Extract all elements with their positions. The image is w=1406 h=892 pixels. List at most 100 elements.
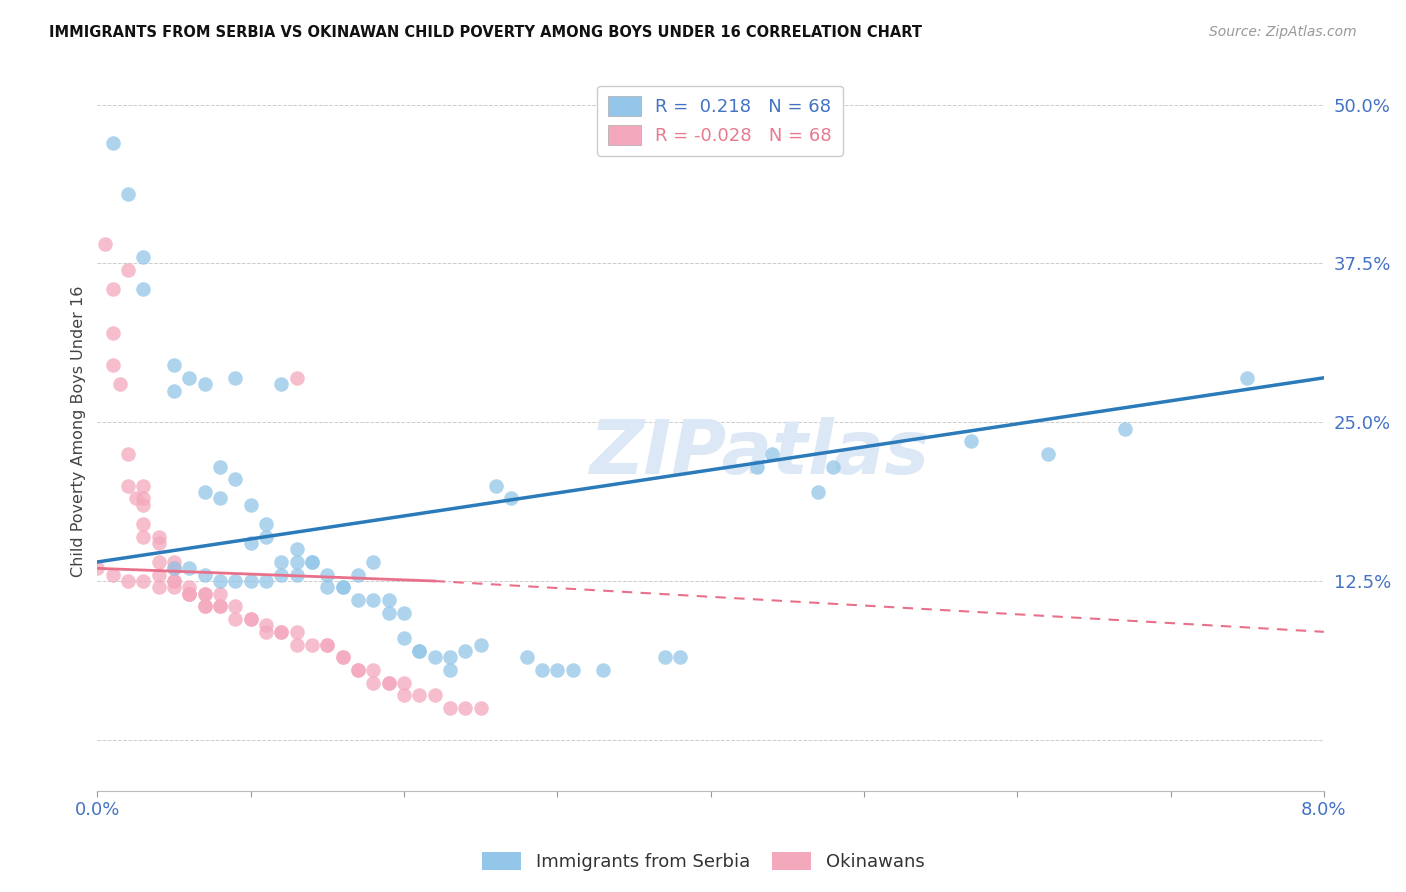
- Point: [224, 472, 246, 486]
- Point: [745, 459, 768, 474]
- Point: [132, 516, 155, 531]
- Point: [194, 587, 217, 601]
- Point: [148, 536, 170, 550]
- Point: [332, 650, 354, 665]
- Point: [194, 599, 217, 614]
- Point: [377, 606, 399, 620]
- Point: [423, 650, 446, 665]
- Point: [423, 689, 446, 703]
- Point: [347, 663, 370, 677]
- Point: [530, 663, 553, 677]
- Point: [179, 587, 201, 601]
- Point: [546, 663, 568, 677]
- Point: [239, 612, 262, 626]
- Point: [132, 498, 155, 512]
- Point: [117, 574, 139, 588]
- Point: [224, 371, 246, 385]
- Point: [501, 491, 523, 506]
- Point: [363, 555, 385, 569]
- Point: [454, 644, 477, 658]
- Point: [301, 555, 323, 569]
- Point: [669, 650, 692, 665]
- Point: [101, 567, 124, 582]
- Point: [125, 491, 148, 506]
- Point: [163, 561, 186, 575]
- Point: [377, 593, 399, 607]
- Point: [363, 675, 385, 690]
- Point: [270, 624, 292, 639]
- Point: [117, 479, 139, 493]
- Point: [163, 581, 186, 595]
- Point: [194, 377, 217, 392]
- Point: [132, 530, 155, 544]
- Point: [392, 606, 415, 620]
- Point: [101, 326, 124, 341]
- Legend: R =  0.218   N = 68, R = -0.028   N = 68: R = 0.218 N = 68, R = -0.028 N = 68: [598, 86, 842, 156]
- Point: [347, 593, 370, 607]
- Point: [224, 612, 246, 626]
- Point: [179, 581, 201, 595]
- Point: [148, 567, 170, 582]
- Point: [239, 498, 262, 512]
- Point: [561, 663, 583, 677]
- Point: [316, 581, 339, 595]
- Point: [285, 555, 308, 569]
- Point: [316, 638, 339, 652]
- Point: [439, 650, 461, 665]
- Point: [163, 555, 186, 569]
- Point: [347, 663, 370, 677]
- Point: [117, 263, 139, 277]
- Point: [301, 638, 323, 652]
- Point: [270, 377, 292, 392]
- Point: [363, 593, 385, 607]
- Point: [408, 644, 430, 658]
- Point: [239, 536, 262, 550]
- Point: [285, 624, 308, 639]
- Point: [101, 358, 124, 372]
- Point: [516, 650, 538, 665]
- Point: [163, 574, 186, 588]
- Point: [485, 479, 508, 493]
- Point: [332, 581, 354, 595]
- Point: [823, 459, 845, 474]
- Point: [654, 650, 676, 665]
- Point: [132, 574, 155, 588]
- Point: [347, 567, 370, 582]
- Point: [470, 701, 492, 715]
- Point: [148, 530, 170, 544]
- Point: [285, 638, 308, 652]
- Point: [208, 587, 231, 601]
- Point: [132, 491, 155, 506]
- Point: [163, 358, 186, 372]
- Point: [179, 587, 201, 601]
- Point: [208, 459, 231, 474]
- Point: [179, 371, 201, 385]
- Point: [377, 675, 399, 690]
- Point: [208, 599, 231, 614]
- Point: [194, 587, 217, 601]
- Point: [316, 567, 339, 582]
- Point: [960, 434, 983, 449]
- Point: [363, 663, 385, 677]
- Point: [179, 561, 201, 575]
- Point: [224, 599, 246, 614]
- Point: [254, 574, 277, 588]
- Text: ZIPatlas: ZIPatlas: [589, 417, 929, 490]
- Point: [208, 574, 231, 588]
- Point: [194, 599, 217, 614]
- Point: [208, 491, 231, 506]
- Point: [454, 701, 477, 715]
- Point: [408, 689, 430, 703]
- Point: [224, 574, 246, 588]
- Point: [179, 587, 201, 601]
- Point: [316, 638, 339, 652]
- Point: [332, 581, 354, 595]
- Point: [254, 516, 277, 531]
- Point: [163, 574, 186, 588]
- Y-axis label: Child Poverty Among Boys Under 16: Child Poverty Among Boys Under 16: [72, 286, 86, 577]
- Point: [132, 282, 155, 296]
- Point: [1036, 447, 1059, 461]
- Point: [194, 567, 217, 582]
- Point: [94, 237, 117, 252]
- Point: [86, 561, 108, 575]
